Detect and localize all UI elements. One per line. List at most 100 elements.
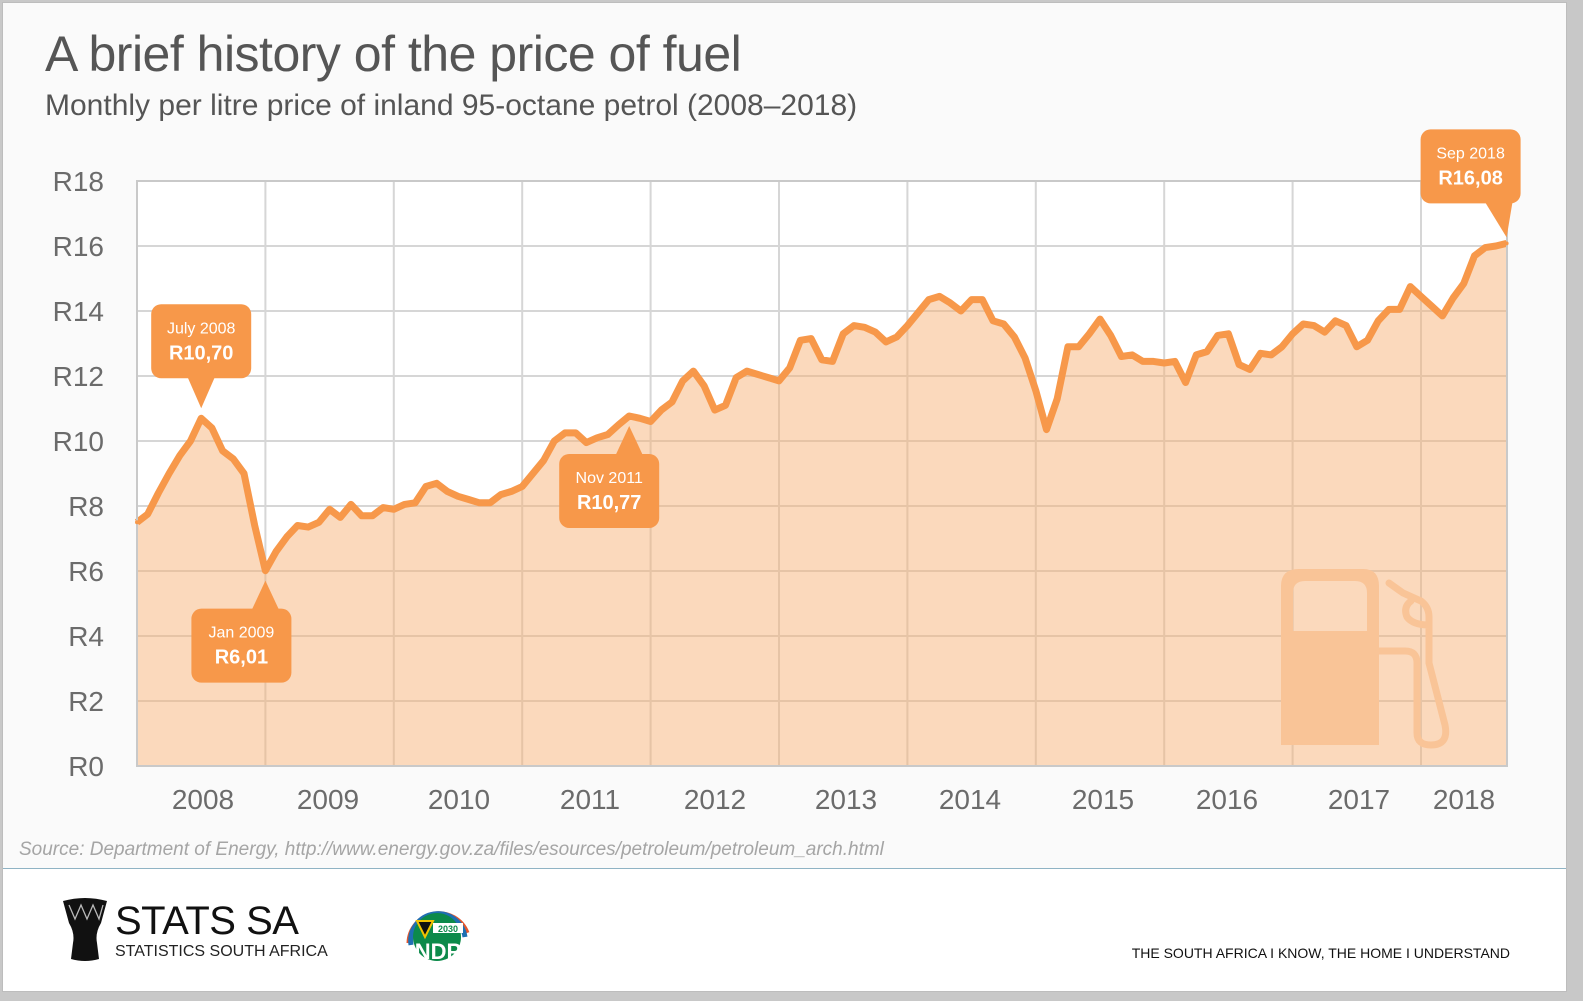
data-point [349, 502, 353, 507]
infographic-frame: A brief history of the price of fuel Mon… [2, 2, 1567, 992]
footer-tagline: THE SOUTH AFRICA I KNOW, THE HOME I UNDE… [1131, 945, 1510, 961]
data-point [466, 497, 471, 502]
callout-pointer [615, 425, 644, 456]
data-point [413, 500, 418, 505]
data-point [306, 525, 311, 530]
data-point [1301, 322, 1306, 326]
data-point [1076, 344, 1081, 349]
x-tick-label: 2008 [172, 784, 234, 815]
data-point [1333, 318, 1338, 323]
data-point [787, 365, 792, 370]
data-point [1429, 304, 1434, 309]
data-point [1354, 344, 1359, 349]
data-point [563, 430, 567, 435]
data-point [1483, 245, 1488, 250]
data-point [327, 507, 332, 512]
data-point [520, 484, 525, 489]
x-tick-label: 2017 [1328, 784, 1390, 815]
data-point [1461, 281, 1466, 286]
data-point [573, 430, 578, 435]
callout-date: Nov 2011 [576, 470, 643, 487]
pump-hose [1375, 579, 1450, 749]
data-point [1194, 352, 1199, 357]
data-point [991, 318, 995, 323]
y-tick-label: R6 [68, 556, 104, 587]
data-point [766, 375, 771, 380]
data-point [252, 523, 257, 528]
data-point [969, 297, 974, 302]
data-point [851, 323, 856, 328]
data-point [1226, 331, 1231, 336]
stats-sa-logo-subtitle: STATISTICS SOUTH AFRICA [115, 943, 328, 960]
callout-pointer [251, 580, 280, 611]
callout-pointer [187, 376, 216, 409]
y-tick-label: R8 [68, 491, 104, 522]
ndp-year: 2030 [438, 924, 458, 934]
data-point [381, 505, 386, 510]
data-point [338, 515, 343, 520]
data-point [391, 507, 396, 512]
y-tick-label: R2 [68, 686, 104, 717]
data-point [1408, 284, 1413, 289]
callout-value: R6,01 [215, 647, 268, 669]
data-point [1258, 351, 1263, 356]
data-point [1269, 352, 1274, 357]
data-point [135, 520, 139, 525]
data-point [723, 403, 728, 408]
data-point [648, 419, 653, 424]
data-point [1440, 313, 1445, 318]
data-point [477, 500, 482, 505]
data-point [1247, 367, 1252, 372]
data-point [744, 369, 749, 374]
callout-pointer [1484, 201, 1513, 238]
data-point [627, 413, 632, 418]
data-point [177, 453, 182, 458]
annotation-callout: July 2008 R10,70 [151, 304, 252, 409]
data-point [809, 336, 814, 341]
x-tick-label: 2011 [560, 784, 620, 815]
stats-sa-logo-text: STATS SA [115, 899, 299, 943]
data-point [1087, 331, 1092, 336]
data-point [926, 297, 931, 302]
data-point [231, 456, 236, 461]
data-point [884, 339, 888, 344]
data-point [659, 408, 664, 413]
data-point [734, 375, 739, 380]
data-point [595, 435, 600, 440]
x-tick-label: 2013 [815, 784, 877, 815]
data-point [156, 491, 161, 495]
y-tick-label: R4 [68, 621, 104, 652]
y-tick-label: R16 [53, 231, 104, 262]
data-point [1172, 359, 1177, 364]
data-point [1098, 317, 1102, 322]
data-point [1130, 352, 1135, 357]
x-axis-ticks: 2008 2009 2010 2011 2012 2013 2014 2015 2016 2017… [172, 784, 1495, 815]
data-point [830, 359, 835, 364]
x-tick-label: 2014 [939, 784, 1001, 815]
x-tick-label: 2010 [428, 784, 490, 815]
source-note: Source: Department of Energy, http://www… [19, 839, 884, 860]
data-point [1044, 427, 1049, 432]
data-point [1237, 362, 1242, 367]
data-point [1322, 330, 1327, 335]
data-point [958, 309, 963, 313]
data-point [1312, 323, 1316, 328]
data-point [1033, 388, 1038, 393]
data-point [434, 481, 439, 486]
callout-value: R10,70 [169, 342, 234, 364]
y-tick-label: R10 [53, 426, 104, 457]
footer-divider [3, 868, 1566, 869]
data-point [777, 378, 781, 383]
data-point [423, 484, 428, 489]
data-point [916, 310, 921, 315]
data-point [1140, 359, 1145, 364]
x-tick-label: 2012 [684, 784, 746, 815]
y-tick-label: R0 [68, 751, 104, 782]
data-point [1493, 244, 1498, 248]
data-point [1376, 318, 1381, 323]
data-point [488, 500, 493, 505]
data-point [370, 513, 375, 518]
page-subtitle: Monthly per litre price of inland 95-oct… [45, 89, 858, 122]
annotations: July 2008 R10,70 Jan 2009 R6,01 Nov 2011 R10,… [151, 129, 1521, 683]
data-point [199, 416, 204, 421]
